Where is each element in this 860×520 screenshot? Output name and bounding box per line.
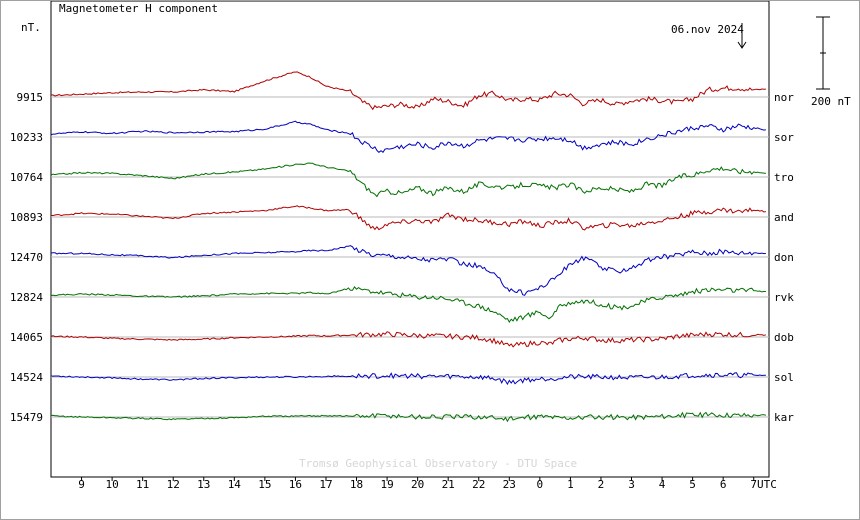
series-line-kar [50,411,766,423]
x-tick-label: 20 [411,478,424,491]
scale-label: 200 nT [811,95,851,108]
date-label: 06.nov 2024 [671,23,744,36]
station-label-rvk: rvk [774,291,794,304]
baseline-value-rvk: 12824 [10,291,43,304]
baseline-value-dob: 14065 [10,331,43,344]
x-tick-label: 2 [598,478,605,491]
x-tick-label: 15 [258,478,271,491]
station-label-and: and [774,211,794,224]
series-line-tro [50,162,766,198]
x-tick-label: 18 [350,478,363,491]
series-line-rvk [50,286,766,323]
x-tick-label: 7 [750,478,757,491]
x-tick-label: 14 [228,478,242,491]
station-label-kar: kar [774,411,794,424]
x-tick-label: 6 [720,478,727,491]
station-label-don: don [774,251,794,264]
x-tick-label: 12 [167,478,180,491]
x-tick-label: 10 [105,478,118,491]
baseline-value-nor: 9915 [17,91,44,104]
series-line-nor [50,71,766,111]
credit-text: Tromsø Geophysical Observatory - DTU Spa… [299,457,577,470]
date-arrow-head [737,41,747,49]
station-label-nor: nor [774,91,794,104]
x-tick-label: 4 [659,478,666,491]
baseline-value-kar: 15479 [10,411,43,424]
baseline-value-sol: 14524 [10,371,43,384]
baseline-value-sor: 10233 [10,131,43,144]
chart-title: Magnetometer H component [59,2,218,15]
baseline-value-and: 10893 [10,211,43,224]
x-tick-label: 5 [689,478,696,491]
unit-label: nT. [21,21,41,34]
x-tick-label: 23 [503,478,516,491]
station-label-sol: sol [774,371,794,384]
x-tick-label: 11 [136,478,149,491]
x-tick-label: 3 [628,478,635,491]
x-tick-label: 21 [442,478,455,491]
baseline-value-don: 12470 [10,251,43,264]
x-tick-label: 19 [380,478,393,491]
series-line-don [50,245,766,296]
x-tick-label: 16 [289,478,302,491]
station-label-tro: tro [774,171,794,184]
series-line-sor [50,120,766,154]
station-label-sor: sor [774,131,794,144]
baseline-value-tro: 10764 [10,171,43,184]
plot-frame [50,1,770,478]
x-axis-label: UTC [757,478,777,491]
station-label-dob: dob [774,331,794,344]
x-tick-label: 13 [197,478,210,491]
series-line-dob [50,331,767,348]
x-tick-label: 22 [472,478,485,491]
series-line-and [51,205,766,231]
x-tick-label: 9 [78,478,85,491]
x-tick-label: 17 [319,478,332,491]
series-line-sol [50,372,766,386]
x-tick-label: 0 [537,478,544,491]
x-tick-label: 1 [567,478,574,491]
